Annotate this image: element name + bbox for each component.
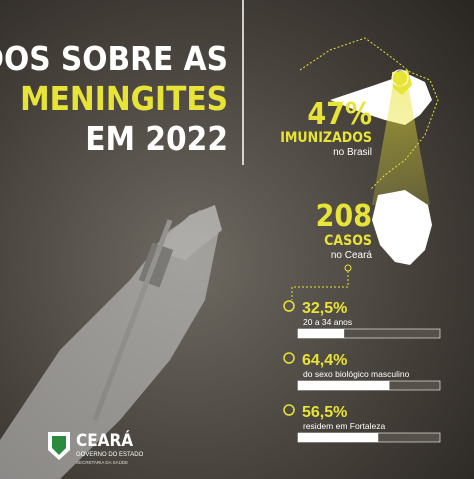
stat-percent: 32,5% xyxy=(302,300,347,317)
stat-number: 208 xyxy=(316,199,372,234)
bar xyxy=(298,433,379,442)
stat-percent: 64,4% xyxy=(302,352,347,369)
bar xyxy=(298,329,345,338)
stat-place: no Ceará xyxy=(331,250,373,261)
title-line: EM 2022 xyxy=(85,119,228,158)
stat-place: no Brasil xyxy=(333,147,372,158)
logo-name: CEARÁ xyxy=(76,429,133,451)
stat-label: IMUNIZADOS xyxy=(280,130,372,146)
title-line: MENINGITES xyxy=(20,79,228,118)
stat-icon xyxy=(283,300,295,312)
stat-number: 47% xyxy=(307,97,372,132)
stat-caption: 20 a 34 anos xyxy=(303,317,352,327)
stat-icon xyxy=(283,352,295,364)
title-line: DADOS SOBRE AS xyxy=(0,39,228,78)
glove-photo xyxy=(0,205,222,479)
brazil-outline xyxy=(299,37,439,191)
bar xyxy=(298,381,390,390)
stat-percent: 56,5% xyxy=(302,404,347,421)
beam xyxy=(372,85,430,205)
connector xyxy=(291,271,349,300)
stat-label: CASOS xyxy=(324,233,372,249)
logo: CEARÁ GOVERNO DO ESTADO SECRETARIA DA SA… xyxy=(48,429,144,465)
stat-icon xyxy=(283,404,295,416)
logo-line: GOVERNO DO ESTADO xyxy=(76,452,144,458)
stat-caption: do sexo biológico masculino xyxy=(303,369,410,379)
stat-caption: residem em Fortaleza xyxy=(303,421,385,431)
ceara-large xyxy=(372,190,432,265)
logo-line: SECRETARIA DA SAÚDE xyxy=(76,459,128,465)
